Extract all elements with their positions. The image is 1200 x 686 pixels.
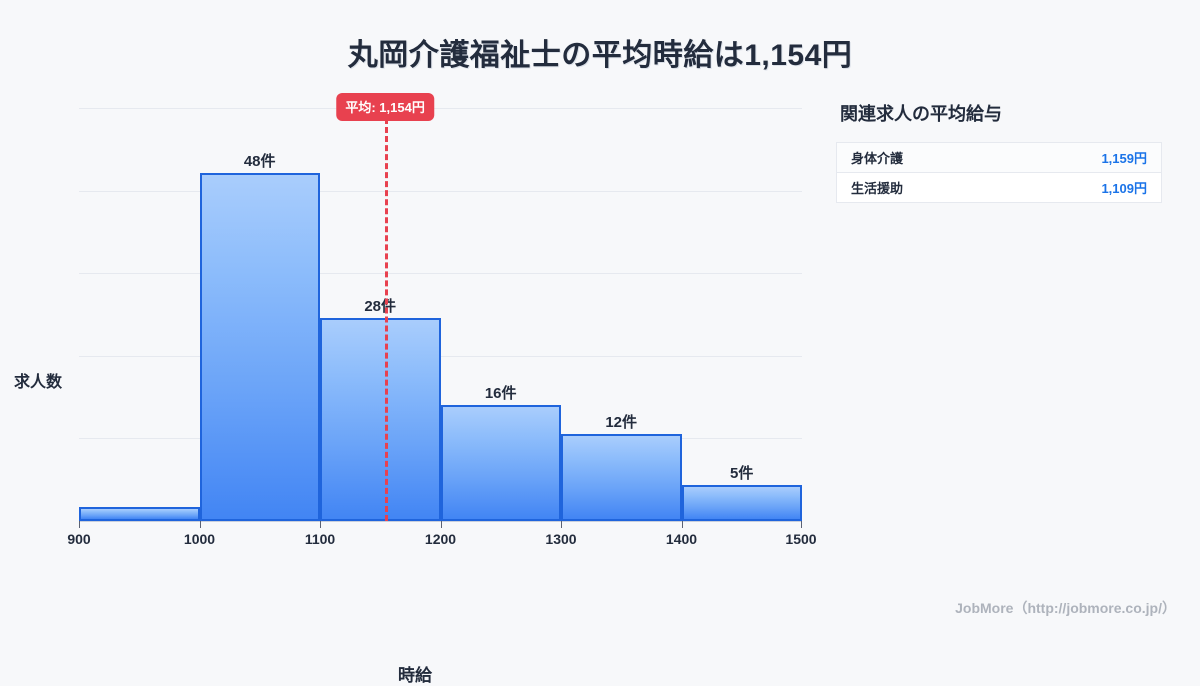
x-tick-mark bbox=[801, 521, 802, 528]
x-tick-mark bbox=[681, 521, 683, 528]
plot-area: 48件 28件 16件 12件 5件 平均: 1,154円 900 1000 1… bbox=[67, 93, 817, 599]
histogram-chart: 求人数 48件 28件 16件 12件 5件 平均: 1,154円 900 bbox=[0, 88, 830, 685]
related-jobs-table: 身体介護 1,159円 生活援助 1,109円 bbox=[835, 142, 1162, 203]
related-jobs-panel: 関連求人の平均給与 身体介護 1,159円 生活援助 1,109円 bbox=[835, 100, 1166, 203]
job-name: 身体介護 bbox=[835, 142, 1006, 173]
y-axis-title: 求人数 bbox=[14, 374, 63, 391]
x-tick-label: 1500 bbox=[785, 531, 817, 547]
bar-1100-1200 bbox=[320, 317, 441, 521]
x-axis-title: 時給 bbox=[398, 666, 432, 685]
table-row: 生活援助 1,109円 bbox=[835, 172, 1162, 203]
bar-label-1000-1100: 48件 bbox=[243, 153, 276, 170]
table-row: 身体介護 1,159円 bbox=[835, 142, 1162, 173]
bar-label-1400-1500: 5件 bbox=[730, 465, 754, 482]
x-tick-mark bbox=[440, 521, 442, 528]
x-tick-label: 1400 bbox=[665, 531, 698, 547]
footer-watermark: JobMore（http://jobmore.co.jp/） bbox=[955, 600, 1176, 616]
x-tick-mark bbox=[561, 521, 562, 528]
x-tick-label: 1100 bbox=[304, 531, 336, 547]
x-tick-label: 1200 bbox=[424, 531, 457, 547]
bar-label-1300-1400: 12件 bbox=[605, 414, 638, 431]
gridline bbox=[79, 190, 802, 192]
bar-label-1100-1200: 28件 bbox=[364, 298, 397, 315]
average-line bbox=[385, 118, 389, 521]
gridline bbox=[79, 355, 802, 357]
x-tick-label: 900 bbox=[67, 531, 91, 547]
bar-1000-1100 bbox=[199, 172, 320, 521]
related-jobs-title: 関連求人の平均給与 bbox=[840, 104, 1002, 124]
job-wage: 1,159円 bbox=[1005, 142, 1162, 173]
x-tick-mark bbox=[79, 521, 80, 528]
x-tick-label: 1000 bbox=[183, 531, 216, 547]
page-title: 丸岡介護福祉士の平均時給は1,154円 bbox=[347, 39, 853, 72]
average-badge: 平均: 1,154円 bbox=[336, 93, 434, 121]
x-tick-mark bbox=[199, 521, 201, 528]
gridline bbox=[79, 273, 802, 275]
job-wage: 1,109円 bbox=[1005, 172, 1162, 203]
job-name: 生活援助 bbox=[835, 172, 1006, 203]
x-tick-mark bbox=[320, 521, 321, 528]
bar-1200-1300 bbox=[440, 404, 561, 521]
gridline bbox=[79, 108, 802, 109]
bar-label-1200-1300: 16件 bbox=[484, 385, 517, 402]
bar-900-1000 bbox=[79, 506, 200, 521]
bar-1400-1500 bbox=[681, 484, 802, 521]
bar-1300-1400 bbox=[561, 433, 682, 521]
x-tick-label: 1300 bbox=[545, 531, 577, 547]
